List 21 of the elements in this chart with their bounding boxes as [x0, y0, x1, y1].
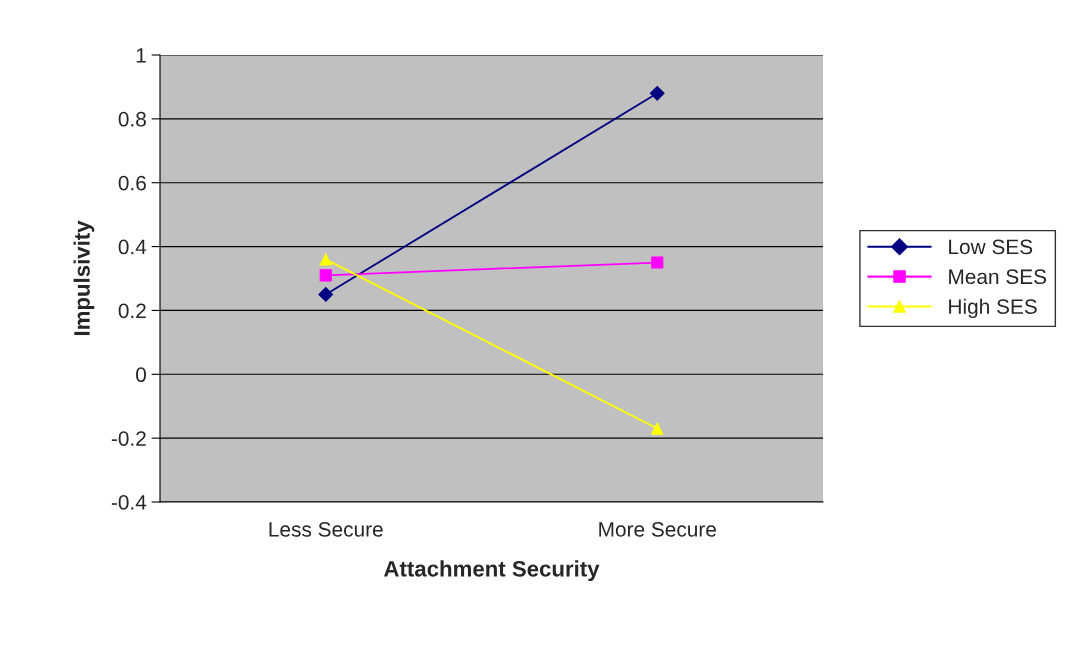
point: [651, 256, 664, 269]
y-tick-label: -0.4: [111, 495, 147, 510]
x-axis-title: Attachment Security: [384, 560, 600, 582]
y-tick-label: 0.6: [118, 175, 146, 191]
y-tick-label: -0.2: [111, 431, 146, 446]
point: [651, 422, 664, 435]
legend-label: Low SES: [949, 239, 1033, 255]
legend-label: Mean SES: [949, 269, 1047, 285]
y-tick-label: 0.4: [118, 239, 147, 255]
y-tick-label: 1: [136, 48, 146, 63]
y-tick-label: 0.2: [118, 303, 146, 319]
legend-label: High SES: [949, 298, 1037, 319]
x-tick-label: Less Secure: [269, 521, 383, 537]
y-axis-title: Impulsivity: [73, 220, 95, 336]
point: [318, 287, 334, 302]
point: [649, 85, 665, 101]
point: [319, 253, 332, 266]
x-tick-label: More Secure: [599, 521, 716, 537]
point: [319, 269, 332, 282]
y-tick-label: 0: [136, 367, 146, 383]
y-tick-label: 0.8: [118, 111, 146, 127]
